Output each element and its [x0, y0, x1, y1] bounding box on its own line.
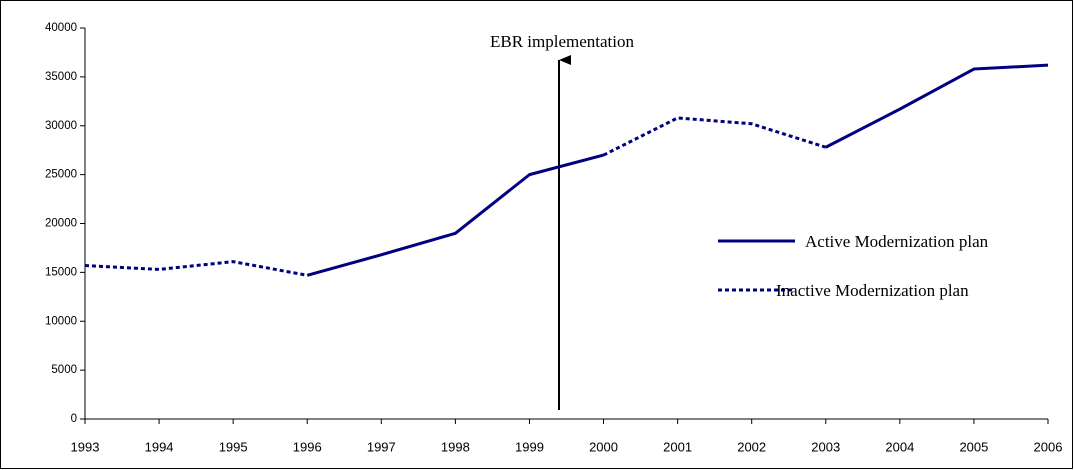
x-tick-label: 2000 — [589, 439, 618, 454]
x-tick-label: 1996 — [293, 439, 322, 454]
legend-label: Inactive Modernization plan — [776, 281, 969, 300]
x-tick-label: 2001 — [663, 439, 692, 454]
y-tick-label: 0 — [71, 413, 77, 425]
series-line — [84, 116, 827, 277]
y-tick-label: 20000 — [45, 218, 77, 230]
x-tick-label: 1997 — [367, 439, 396, 454]
y-tick-label: 40000 — [45, 22, 77, 34]
x-tick-label: 1999 — [515, 439, 544, 454]
y-tick-label: 25000 — [45, 169, 77, 181]
x-tick-label: 1998 — [441, 439, 470, 454]
y-tick-label: 35000 — [45, 71, 77, 83]
legend-label: Active Modernization plan — [805, 232, 989, 251]
x-tick-label: 2005 — [959, 439, 988, 454]
y-tick-label: 15000 — [45, 266, 77, 278]
x-tick-label: 2006 — [1034, 439, 1063, 454]
x-tick-label: 1994 — [145, 439, 174, 454]
y-tick-label: 5000 — [51, 364, 77, 376]
x-tick-label: 2003 — [811, 439, 840, 454]
series-line — [306, 63, 1049, 277]
x-tick-label: 1993 — [71, 439, 100, 454]
x-tick-label: 2004 — [885, 439, 914, 454]
y-tick-label: 10000 — [45, 315, 77, 327]
x-tick-label: 2002 — [737, 439, 766, 454]
annotation: EBR implementation — [490, 32, 635, 51]
x-tick-label: 1995 — [219, 439, 248, 454]
y-tick-label: 30000 — [45, 120, 77, 132]
